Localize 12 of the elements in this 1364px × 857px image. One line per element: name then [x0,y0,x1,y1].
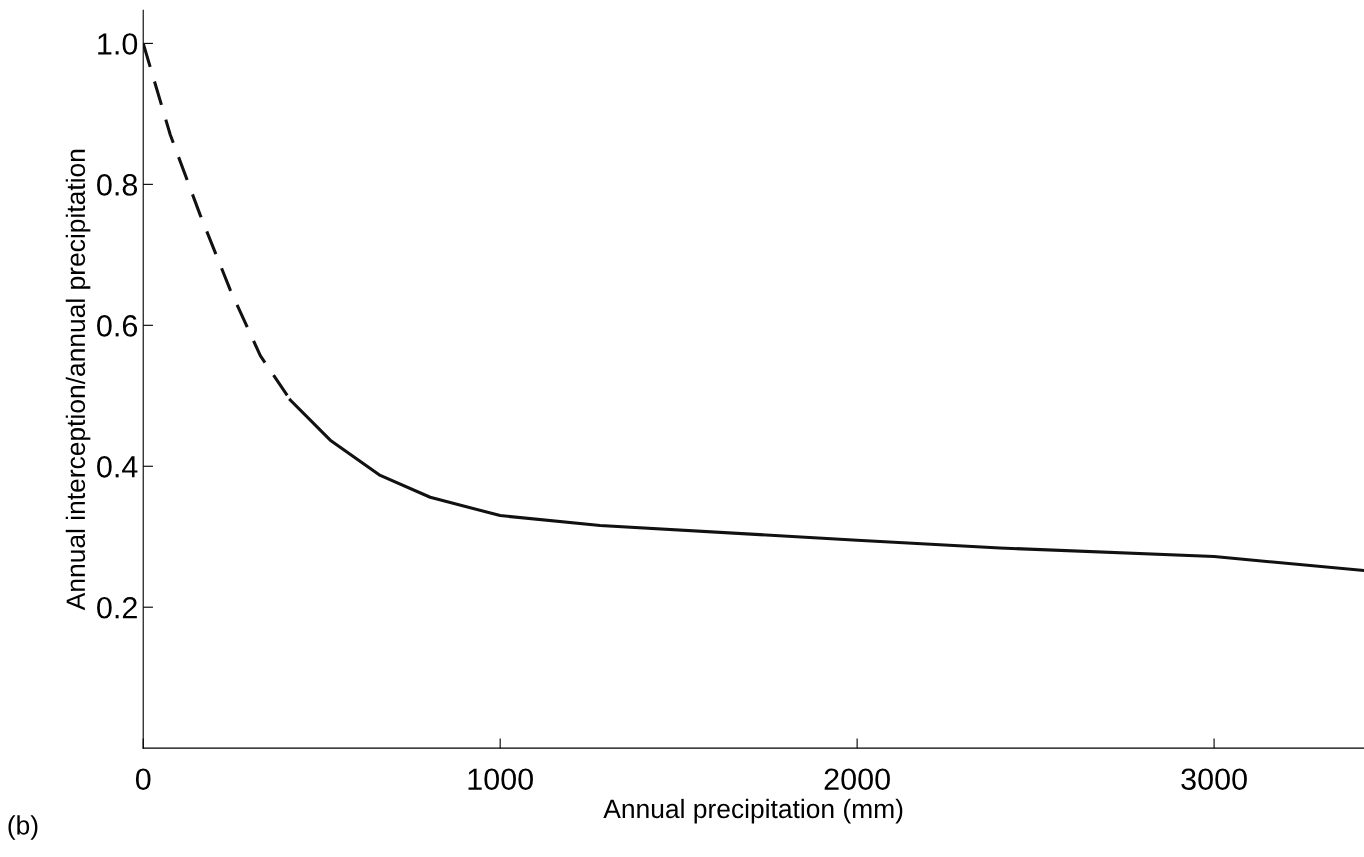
x-tick-label: 2000 [824,768,890,791]
x-tick-label: 0 [135,768,151,791]
x-tick-label: 3000 [1181,768,1247,791]
y-tick-label: 1.0 [98,33,138,55]
y-tick-label: 0.2 [97,596,137,619]
y-tick-label: 0.8 [97,174,138,196]
y-tick-label: 0.6 [97,315,138,337]
text: (b) [8,815,38,840]
y-axis-title: Annual interception/annual precipitation [65,149,91,611]
x-axis-title: Annual precipitation (mm) [603,798,903,824]
y-tick-label: 0.4 [97,455,138,478]
x-tick-label: 1000 [468,768,533,791]
